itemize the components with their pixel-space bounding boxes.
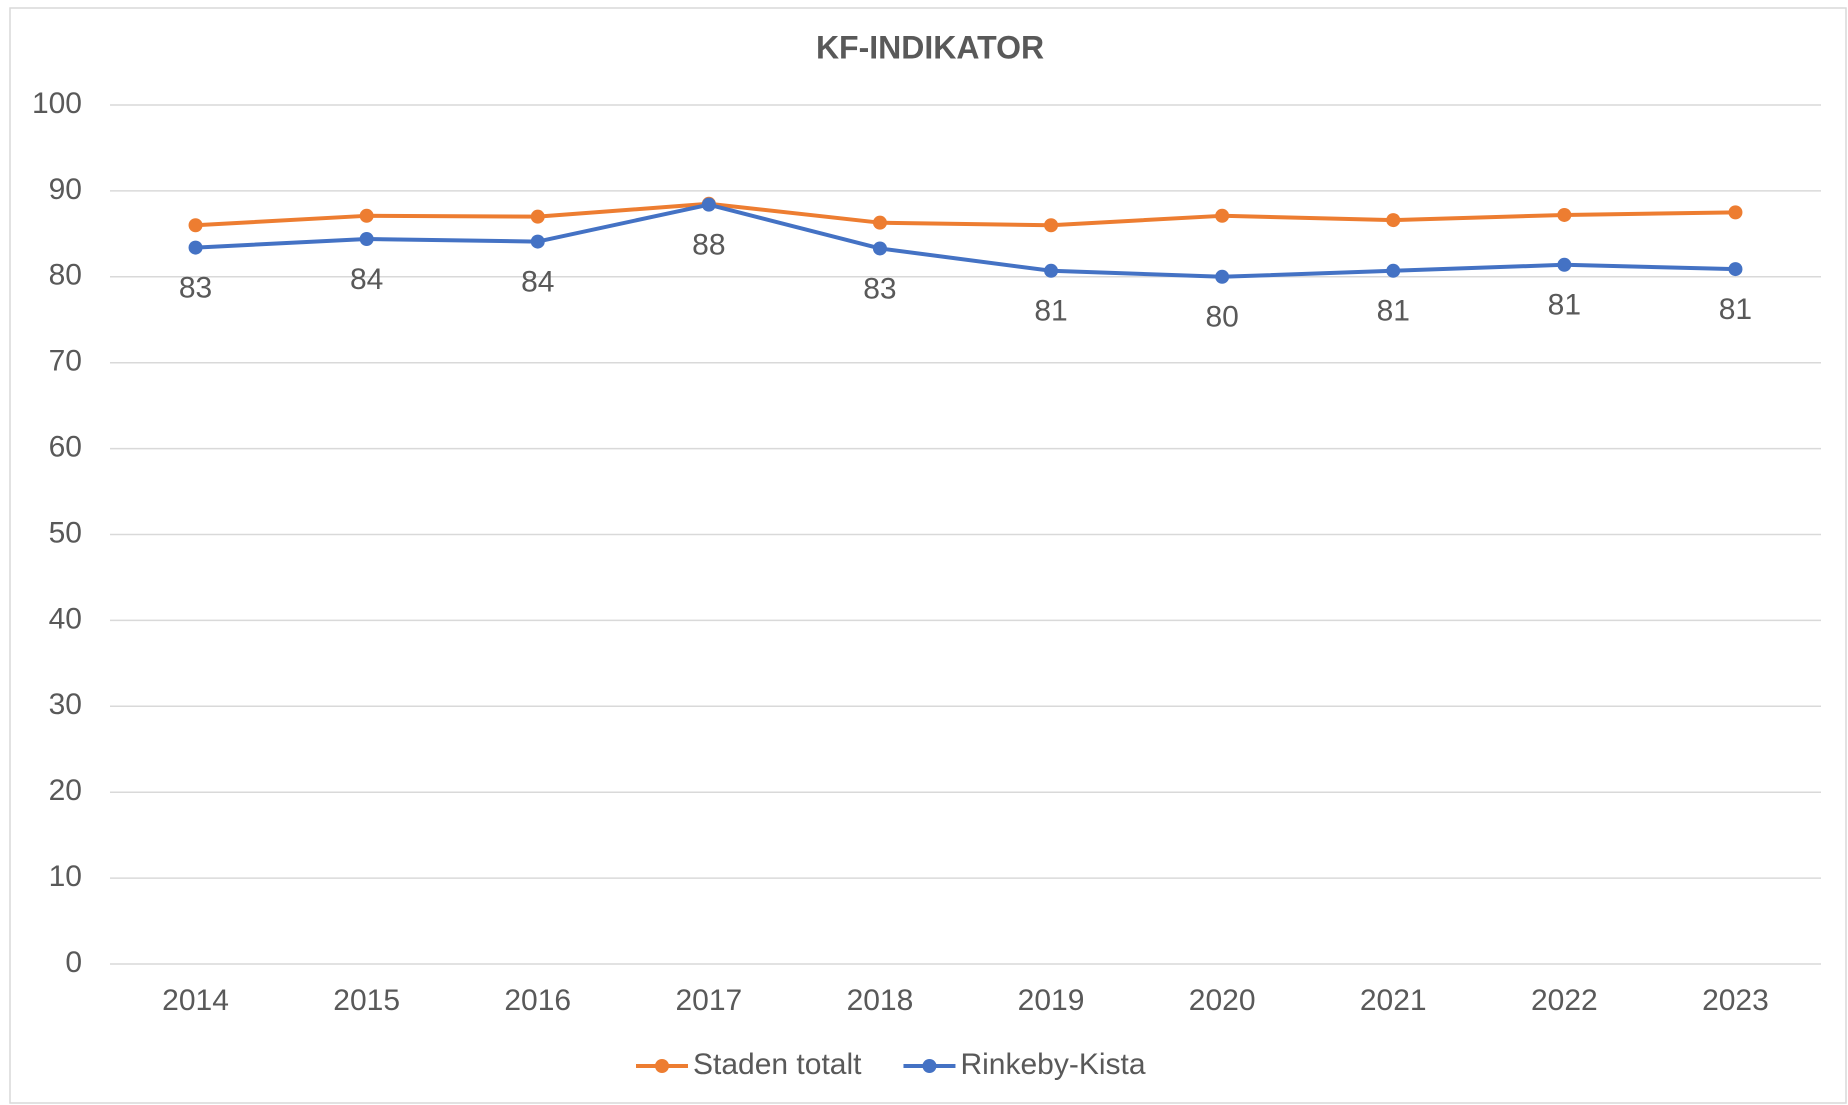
point — [530, 209, 545, 224]
y-tick-label: 0 — [65, 946, 82, 979]
data-label: 81 — [1719, 293, 1752, 326]
point — [1728, 262, 1743, 277]
data-label: 81 — [1377, 295, 1410, 328]
series-line — [195, 202, 1736, 279]
x-tick-label: 2019 — [1018, 984, 1085, 1017]
point — [359, 232, 374, 247]
point — [1215, 208, 1230, 223]
point — [1557, 207, 1572, 222]
chart-border — [9, 7, 1847, 1104]
x-tick-label: 2016 — [504, 984, 571, 1017]
x-tick-label: 2023 — [1702, 984, 1769, 1017]
y-tick-label: 90 — [49, 173, 82, 206]
y-tick-label: 70 — [49, 345, 82, 378]
y-tick-label: 30 — [49, 688, 82, 721]
y-tick-label: 60 — [49, 431, 82, 464]
point — [701, 197, 716, 212]
point — [188, 240, 203, 255]
x-tick-label: 2015 — [333, 984, 400, 1017]
data-label: 83 — [179, 272, 212, 305]
data-label: 88 — [692, 229, 725, 262]
data-label: 84 — [350, 263, 383, 296]
data-label: 83 — [863, 272, 896, 305]
point — [1044, 218, 1059, 233]
x-tick-label: 2014 — [162, 984, 229, 1017]
data-label: 81 — [1034, 295, 1067, 328]
x-tick-label: 2017 — [675, 984, 742, 1017]
data-label: 81 — [1548, 289, 1581, 322]
y-tick-label: 80 — [49, 259, 82, 292]
point — [1386, 263, 1401, 278]
legend-label: Rinkeby-Kista — [960, 1048, 1145, 1081]
series-line — [195, 201, 1736, 228]
legend-marker — [922, 1059, 937, 1073]
y-tick-label: 20 — [49, 774, 82, 807]
point — [872, 215, 887, 230]
x-tick-label: 2018 — [847, 984, 914, 1017]
point — [1728, 205, 1743, 220]
point — [1557, 257, 1572, 272]
point — [1386, 213, 1401, 228]
point — [359, 208, 374, 223]
data-label: 80 — [1205, 301, 1238, 334]
y-tick-label: 100 — [32, 87, 82, 120]
point — [530, 234, 545, 249]
y-tick-label: 10 — [49, 860, 82, 893]
y-tick-label: 40 — [49, 602, 82, 635]
x-tick-label: 2021 — [1360, 984, 1427, 1017]
data-label: 84 — [521, 266, 554, 299]
legend-marker — [655, 1059, 669, 1073]
x-tick-label: 2020 — [1189, 984, 1256, 1017]
point — [188, 218, 203, 233]
legend-label: Staden totalt — [693, 1048, 862, 1081]
y-tick-label: 50 — [49, 516, 82, 549]
x-tick-label: 2022 — [1531, 984, 1598, 1017]
point — [1044, 263, 1059, 278]
point — [1215, 269, 1230, 284]
chart-title: KF-INDIKATOR — [816, 29, 1044, 65]
point — [872, 241, 887, 256]
